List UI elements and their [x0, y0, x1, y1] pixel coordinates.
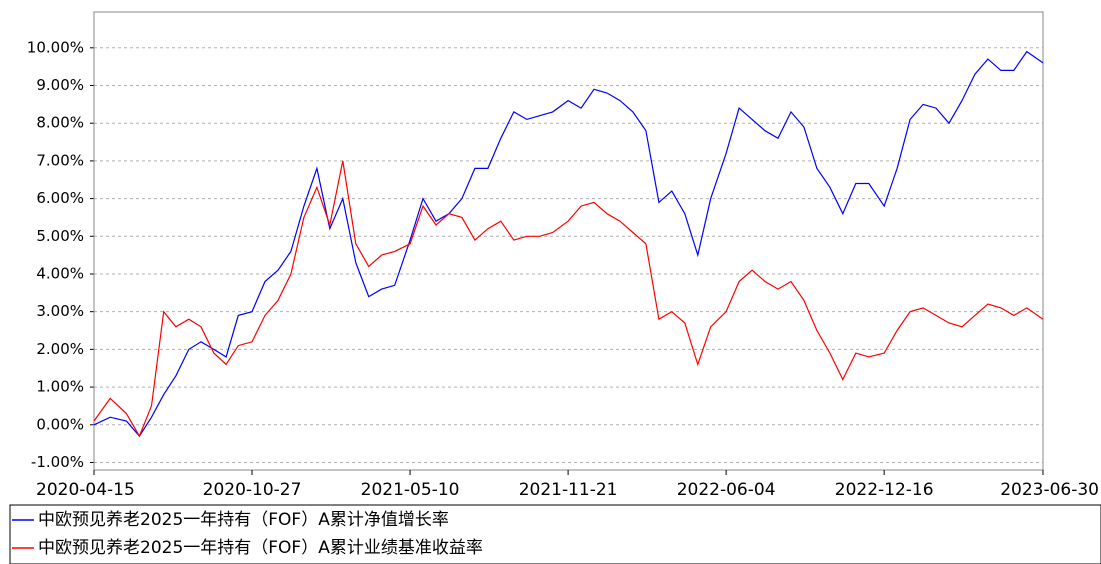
series-line — [93, 50, 1044, 438]
x-tick-label: 2022-12-16 — [835, 480, 934, 500]
y-tick-label: 2.00% — [36, 340, 84, 358]
y-tick-label: 4.00% — [36, 264, 84, 282]
y-tick-label: 1.00% — [36, 378, 84, 396]
x-tick-label: 2023-06-30 — [1000, 480, 1099, 500]
x-tick-label: 2020-04-15 — [36, 480, 135, 500]
series-line — [93, 160, 1044, 438]
y-tick-label: 3.00% — [36, 302, 84, 320]
x-tick-label: 2022-06-04 — [677, 480, 776, 500]
legend-label: 中欧预见养老2025一年持有（FOF）A累计业绩基准收益率 — [38, 538, 483, 558]
x-tick-label: 2021-05-10 — [361, 480, 460, 500]
y-tick-label: 8.00% — [36, 114, 84, 132]
y-tick-label: 6.00% — [36, 189, 84, 207]
y-tick-label: 10.00% — [27, 38, 84, 56]
y-tick-label: 9.00% — [36, 76, 84, 94]
y-tick-label: 0.00% — [36, 415, 84, 433]
y-tick-label: 5.00% — [36, 227, 84, 245]
legend-box — [9, 504, 1101, 564]
x-tick-label: 2020-10-27 — [203, 480, 302, 500]
y-tick-label: 7.00% — [36, 151, 84, 169]
x-tick-label: 2021-11-21 — [519, 480, 618, 500]
y-tick-label: -1.00% — [31, 453, 84, 471]
legend-label: 中欧预见养老2025一年持有（FOF）A累计净值增长率 — [38, 510, 449, 530]
